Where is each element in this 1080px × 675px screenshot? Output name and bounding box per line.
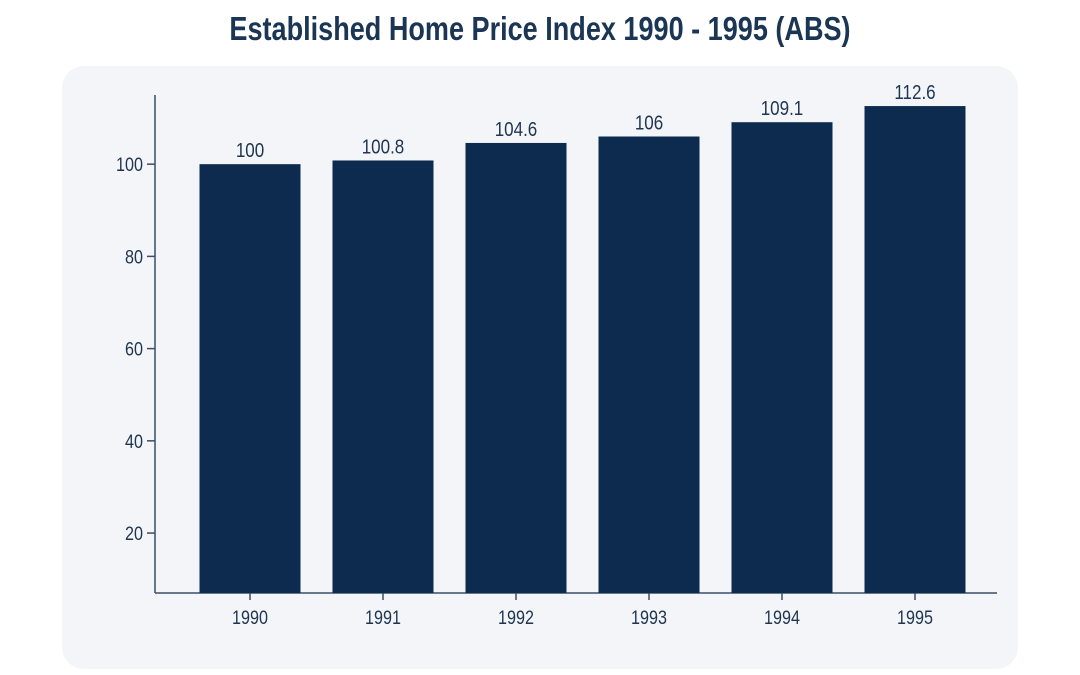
x-tick-label: 1994 (764, 607, 800, 629)
y-tick-label: 80 (125, 246, 143, 268)
data-label: 112.6 (894, 81, 935, 104)
y-tick-label: 100 (116, 154, 143, 176)
bar (332, 160, 434, 593)
bar (199, 164, 301, 593)
data-label: 106 (635, 111, 663, 134)
bar (598, 136, 700, 593)
bar (465, 142, 567, 593)
chart-title: Established Home Price Index 1990 - 1995… (229, 10, 851, 47)
y-tick-label: 60 (125, 338, 143, 360)
x-tick-label: 1992 (498, 607, 534, 629)
data-label: 104.6 (495, 118, 538, 141)
x-tick-label: 1995 (897, 607, 933, 629)
bar (731, 122, 833, 593)
data-label: 100.8 (362, 135, 405, 158)
data-label: 100 (236, 139, 264, 162)
bar (864, 106, 966, 594)
x-tick-label: 1991 (365, 607, 401, 629)
x-tick-label: 1990 (232, 607, 268, 629)
data-label: 109.1 (761, 97, 804, 120)
x-tick-label: 1993 (631, 607, 667, 629)
y-tick-label: 20 (125, 523, 143, 545)
y-tick-label: 40 (125, 431, 143, 453)
